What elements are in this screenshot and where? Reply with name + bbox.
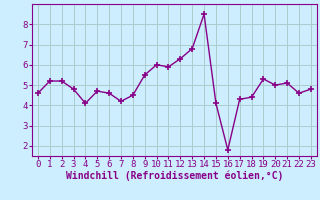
X-axis label: Windchill (Refroidissement éolien,°C): Windchill (Refroidissement éolien,°C): [66, 171, 283, 181]
